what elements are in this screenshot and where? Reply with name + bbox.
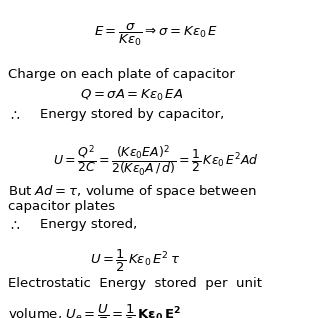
Text: $U = \dfrac{Q^2}{2C} = \dfrac{(K\varepsilon_0 EA)^2}{2(K\varepsilon_0 A\,/\,d)} : $U = \dfrac{Q^2}{2C} = \dfrac{(K\varepsi… [53, 143, 259, 178]
Text: $Q = \sigma A = K\varepsilon_0\, EA$: $Q = \sigma A = K\varepsilon_0\, EA$ [80, 88, 183, 103]
Text: Charge on each plate of capacitor: Charge on each plate of capacitor [8, 68, 235, 81]
Text: $E = \dfrac{\sigma}{K\varepsilon_0} \Rightarrow \sigma = K\varepsilon_0\, E$: $E = \dfrac{\sigma}{K\varepsilon_0} \Rig… [94, 22, 218, 48]
Text: $\therefore$: $\therefore$ [8, 108, 21, 122]
Text: Energy stored by capacitor,: Energy stored by capacitor, [40, 108, 224, 121]
Text: capacitor plates: capacitor plates [8, 200, 115, 213]
Text: $\therefore$: $\therefore$ [8, 218, 21, 232]
Text: Energy stored,: Energy stored, [40, 218, 137, 231]
Text: Electrostatic  Energy  stored  per  unit: Electrostatic Energy stored per unit [8, 277, 262, 290]
Text: But $Ad = \tau$, volume of space between: But $Ad = \tau$, volume of space between [8, 183, 257, 200]
Text: volume, $U_e = \dfrac{U}{\tau} = \dfrac{1}{2}\,\mathbf{K\varepsilon_0\, E^2}$: volume, $U_e = \dfrac{U}{\tau} = \dfrac{… [8, 303, 181, 318]
Text: $U = \dfrac{1}{2}\, K\varepsilon_0\, E^2\, \tau$: $U = \dfrac{1}{2}\, K\varepsilon_0\, E^2… [90, 248, 180, 274]
